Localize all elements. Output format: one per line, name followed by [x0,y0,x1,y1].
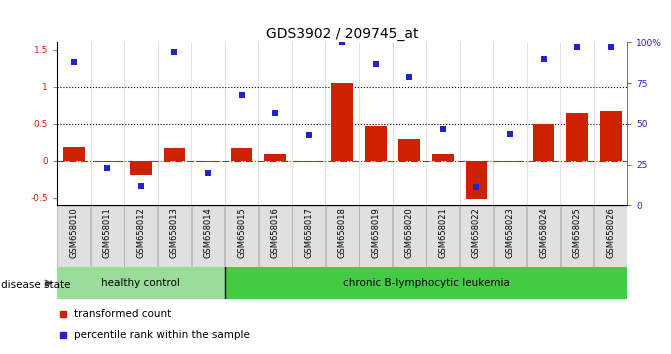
Bar [460,206,493,267]
Bar [326,206,359,267]
Text: GSM658026: GSM658026 [606,207,615,258]
Bar [63,147,85,161]
Bar [293,206,325,267]
Bar [225,267,627,299]
Title: GDS3902 / 209745_at: GDS3902 / 209745_at [266,28,419,41]
Bar [158,206,191,267]
Bar [197,161,219,162]
Text: GSM658015: GSM658015 [237,207,246,258]
Bar [365,126,386,161]
Bar [97,161,118,162]
Text: GSM658024: GSM658024 [539,207,548,258]
Text: GSM658021: GSM658021 [438,207,448,258]
Bar [466,161,487,199]
Bar [427,206,460,267]
Bar [192,206,224,267]
Text: GSM658010: GSM658010 [69,207,79,258]
Text: GSM658012: GSM658012 [136,207,146,258]
Bar [600,110,621,161]
Text: GSM658019: GSM658019 [371,207,380,258]
Text: GSM658018: GSM658018 [338,207,347,258]
Text: transformed count: transformed count [74,309,171,319]
Bar [264,154,286,161]
Bar [561,206,594,267]
Bar [91,206,124,267]
Text: chronic B-lymphocytic leukemia: chronic B-lymphocytic leukemia [343,278,509,288]
Bar [494,206,526,267]
Bar [259,206,292,267]
Bar [566,113,588,161]
Bar [58,206,90,267]
Bar [393,206,426,267]
Text: GSM658013: GSM658013 [170,207,179,258]
Text: GSM658011: GSM658011 [103,207,112,258]
Bar [399,139,420,161]
Text: healthy control: healthy control [101,278,180,288]
Text: GSM658025: GSM658025 [572,207,582,258]
Bar [533,124,554,161]
Text: GSM658023: GSM658023 [505,207,515,258]
Bar [231,148,252,161]
Bar [225,206,258,267]
Text: GSM658017: GSM658017 [304,207,313,258]
Bar [57,267,225,299]
Bar [298,161,319,162]
Bar [499,161,521,162]
Text: GSM658020: GSM658020 [405,207,414,258]
Bar [130,161,152,175]
Text: percentile rank within the sample: percentile rank within the sample [74,330,250,341]
Bar [432,154,454,161]
Text: GSM658016: GSM658016 [270,207,280,258]
Bar [527,206,560,267]
Bar [360,206,393,267]
Text: GSM658014: GSM658014 [203,207,213,258]
Bar [595,206,627,267]
Bar [331,83,353,161]
Bar [125,206,158,267]
Text: disease state: disease state [1,280,70,290]
Text: GSM658022: GSM658022 [472,207,481,258]
Bar [164,148,185,161]
